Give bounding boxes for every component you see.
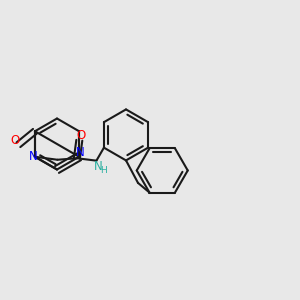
Text: H: H — [100, 166, 106, 175]
Text: O: O — [11, 134, 20, 147]
Text: N: N — [29, 150, 38, 163]
Text: O: O — [76, 129, 86, 142]
Text: N: N — [76, 146, 85, 159]
Text: N: N — [94, 160, 102, 173]
